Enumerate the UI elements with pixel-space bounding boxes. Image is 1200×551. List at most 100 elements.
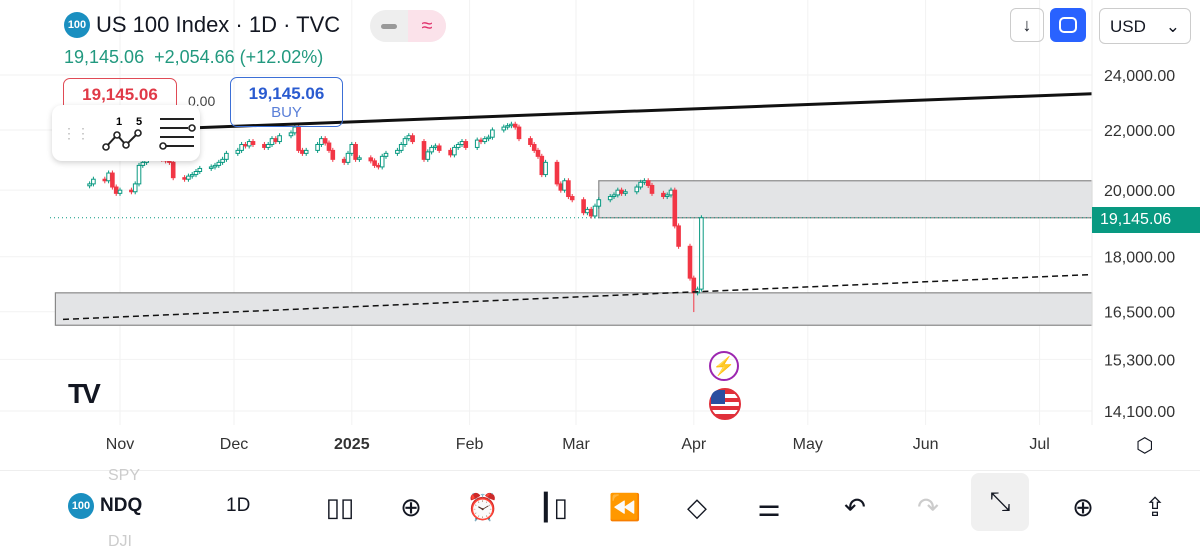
symbol-button[interactable]: 100 NDQ <box>68 493 142 519</box>
candle-body <box>102 178 108 182</box>
settings-sliders-icon[interactable]: ⚌ <box>757 491 781 522</box>
candle-body <box>558 183 564 191</box>
symbol-name: NDQ <box>100 495 143 516</box>
candle-body <box>129 189 134 193</box>
candle-body <box>661 192 666 198</box>
candle-body <box>638 181 643 188</box>
approx-icon[interactable]: ≈ <box>408 10 446 42</box>
y-tick-label: 15,300.00 <box>1104 352 1175 369</box>
candle-body <box>478 139 484 143</box>
currency-select[interactable]: USD ⌄ <box>1099 8 1191 44</box>
candle-body <box>452 146 457 156</box>
quote: 19,145.06 +2,054.66 (+12.02%) <box>64 47 323 68</box>
candle-body <box>110 172 115 188</box>
candle-body <box>326 142 332 151</box>
candle-body <box>243 143 248 147</box>
indicator-toggle[interactable]: ≈ <box>370 10 446 42</box>
y-tick-label: 20,000.00 <box>1104 183 1175 200</box>
us-flag-icon[interactable] <box>709 388 741 420</box>
grid-icon[interactable]: ▯▯ <box>325 491 355 522</box>
candle-body <box>448 149 453 156</box>
candle-body <box>167 160 172 163</box>
x-tick-label: Jun <box>912 436 939 453</box>
bottom-toolbar: SPY DJI 100 NDQ 1D ▯▯ ⊕ ⏰ ┃▯ ⏪ ◇ ⚌ ↶ ↷ ⤡ ⊕ ⇪ <box>0 467 1200 550</box>
price-chart[interactable]: 24,000.00 22,000.00 20,000.00 18,000.00 16,5… <box>0 0 1200 470</box>
candle-body <box>250 141 256 145</box>
candle-body <box>330 149 336 160</box>
candle-body <box>607 196 613 201</box>
minus-icon[interactable] <box>370 10 408 42</box>
candle-body <box>588 208 594 217</box>
buy-button[interactable]: 19,145.06 BUY <box>230 77 343 127</box>
candle-body <box>668 189 674 196</box>
candles-icon[interactable]: ┃▯ <box>538 491 568 522</box>
candle-body <box>562 180 567 191</box>
candle-body <box>265 143 271 148</box>
x-tick-label: Feb <box>455 436 484 453</box>
collapse-icon[interactable]: ⤡ <box>971 473 1029 531</box>
share-icon[interactable]: ⇪ <box>1144 491 1166 522</box>
candle-body <box>277 135 282 143</box>
candle-body <box>592 205 598 217</box>
candle-body <box>322 138 328 144</box>
candle-body <box>319 138 324 145</box>
symbol-below: DJI <box>108 533 132 550</box>
candle-body <box>87 183 92 187</box>
candle-body <box>349 143 355 154</box>
candle-body <box>208 166 214 169</box>
y-tick-label: 24,000.00 <box>1104 68 1175 85</box>
x-tick-label: Dec <box>219 436 249 453</box>
undo-icon[interactable]: ↶ <box>844 491 866 522</box>
candle-body <box>691 277 697 294</box>
alarm-icon[interactable]: ⏰ <box>466 491 500 522</box>
candle-body <box>376 164 381 168</box>
candle-body <box>235 149 241 154</box>
x-tick-label: Nov <box>105 436 135 453</box>
trend-line <box>62 273 1093 321</box>
candle-body <box>398 143 404 151</box>
redo-icon[interactable]: ↷ <box>917 491 939 522</box>
add-indicator-icon[interactable]: ⊕ <box>1072 491 1094 522</box>
candle-body <box>246 141 252 147</box>
tradingview-logo: TV <box>68 378 101 409</box>
drag-handle-icon[interactable]: ⋮⋮ <box>62 125 90 141</box>
candle-body <box>429 146 434 153</box>
candle-body <box>535 149 541 157</box>
candle-body <box>699 217 704 290</box>
candle-body <box>649 184 655 194</box>
candle-body <box>189 174 195 177</box>
candle-body <box>543 161 548 176</box>
candle-body <box>619 189 624 194</box>
candle-body <box>463 141 469 148</box>
replay-icon[interactable]: ⏪ <box>608 491 642 522</box>
fib-lines-icon[interactable] <box>158 113 198 153</box>
layers-icon[interactable]: ◇ <box>687 491 707 522</box>
candle-body <box>512 123 518 128</box>
candle-body <box>623 191 628 194</box>
candle-body <box>687 245 693 279</box>
lightning-icon[interactable]: ⚡ <box>709 351 739 381</box>
x-tick-label: Mar <box>562 436 590 453</box>
plus-circle-icon[interactable]: ⊕ <box>400 491 422 522</box>
x-tick-label: Apr <box>681 436 707 453</box>
candle-body <box>224 152 229 160</box>
candle-body <box>421 141 427 160</box>
axis-settings-icon[interactable]: ⬡ <box>1136 435 1154 457</box>
x-tick-label: Jul <box>1029 436 1050 453</box>
candle-body <box>611 194 617 198</box>
candle-body <box>425 151 431 160</box>
interval-button[interactable]: 1D <box>226 495 251 516</box>
down-arrow-icon[interactable]: ↓ <box>1010 8 1044 42</box>
candle-body <box>269 138 275 145</box>
candle-body <box>459 141 465 145</box>
candle-body <box>239 143 244 151</box>
candle-body <box>433 145 438 148</box>
candle-body <box>303 149 309 154</box>
sync-button[interactable] <box>1050 8 1086 42</box>
candle-body <box>136 164 142 185</box>
chart-title: US 100 Index · 1D · TVC <box>96 12 341 37</box>
symbol-title[interactable]: 100 US 100 Index · 1D · TVC <box>64 12 340 38</box>
symbol-badge: 100 <box>64 12 90 38</box>
